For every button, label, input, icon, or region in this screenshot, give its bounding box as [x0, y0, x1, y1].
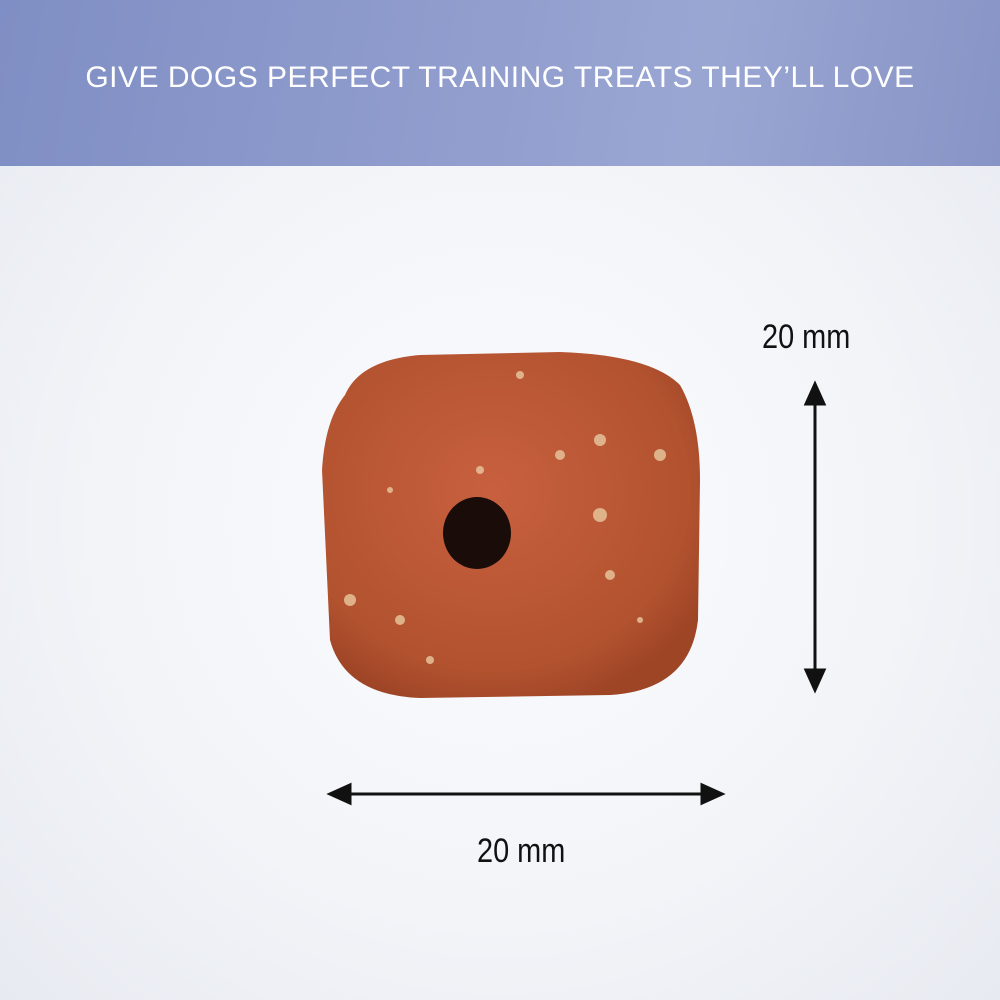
width-arrow: [326, 782, 726, 806]
height-arrow: [803, 380, 827, 694]
headline: GIVE DOGS PERFECT TRAINING TREATS THEY’L…: [85, 61, 915, 94]
treat-image: [322, 352, 700, 698]
treat-hole: [443, 497, 511, 569]
height-label: 20 mm: [762, 318, 851, 356]
headline-banner: GIVE DOGS PERFECT TRAINING TREATS THEY’L…: [0, 0, 1000, 166]
width-label: 20 mm: [477, 832, 566, 870]
treat-speckles: [344, 371, 666, 664]
